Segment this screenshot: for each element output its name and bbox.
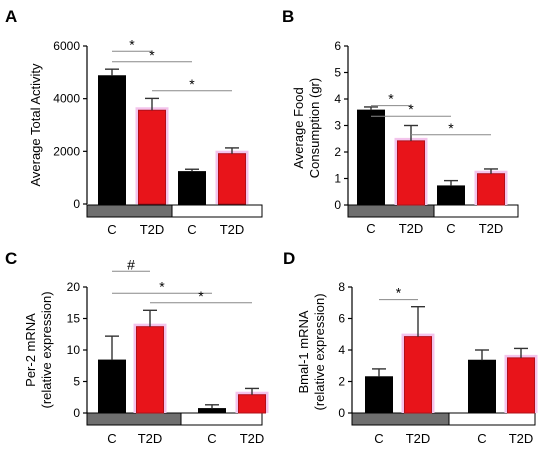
category-label: C	[366, 221, 375, 236]
category-label: C	[107, 431, 116, 446]
y-tick-label: 5	[334, 66, 341, 80]
significance-marker: *	[149, 47, 155, 63]
category-label: T2D	[479, 221, 504, 236]
group-bar-light	[171, 204, 263, 218]
y-tick-label: 5	[73, 375, 80, 389]
bar-c-2	[136, 326, 164, 414]
y-axis-label-line: Per-2 mRNA	[23, 313, 38, 387]
y-axis-label-line: (relative expression)	[39, 291, 54, 408]
panel-letter: A	[5, 7, 17, 26]
group-bar-dark	[347, 204, 435, 218]
y-tick-label: 0	[338, 406, 345, 420]
y-axis-label-line: Average Total Activity	[28, 63, 43, 187]
group-bar-dark	[86, 204, 173, 218]
y-axis-label: Average FoodConsumption (gr)	[291, 78, 322, 178]
significance-marker: *	[129, 36, 135, 52]
bar-a-3	[178, 171, 206, 205]
y-tick-label: 1	[334, 172, 341, 186]
y-axis-label-line: Average Food	[291, 87, 306, 168]
bar-d-4	[507, 357, 535, 414]
y-tick-label: 10	[67, 343, 81, 357]
bar-d-1	[365, 376, 393, 414]
panel-letter: D	[283, 249, 295, 268]
y-axis-label-line: Consumption (gr)	[307, 78, 322, 178]
bar-c-4	[238, 394, 266, 414]
bar-d-3	[468, 359, 496, 414]
group-bar-dark	[351, 412, 450, 426]
y-axis-label: Average Total Activity	[28, 63, 43, 187]
bar-b-2	[397, 140, 425, 206]
bar-b-3	[437, 185, 465, 206]
significance-marker: *	[388, 91, 394, 107]
y-tick-label: 8	[338, 280, 345, 294]
y-tick-label: 0	[73, 406, 80, 420]
y-tick-label: 2000	[53, 144, 80, 158]
category-label: T2D	[399, 221, 424, 236]
significance-marker: *	[159, 278, 165, 294]
bar-a-2	[138, 109, 166, 205]
y-tick-label: 0	[73, 197, 80, 211]
category-label: T2D	[509, 431, 534, 446]
significance-marker: *	[198, 288, 204, 304]
y-tick-label: 20	[67, 280, 81, 294]
significance-marker: *	[189, 76, 195, 92]
bar-a-1	[98, 75, 126, 205]
category-label: T2D	[140, 222, 165, 237]
significance-marker: *	[408, 101, 414, 117]
category-label: T2D	[220, 222, 245, 237]
chart-panel-d: D 0 2 4 6 8 Bmal-1 mRNA(relative expression) C T…	[283, 249, 538, 446]
category-label: T2D	[406, 431, 431, 446]
y-tick-label: 15	[67, 312, 81, 326]
chart-panel-b: B 0 1 2 3 4 5 6 Average FoodConsumption (gr) C T2D…	[282, 7, 519, 236]
bar-c-3	[198, 408, 226, 414]
category-label: C	[187, 222, 196, 237]
bar-d-2	[404, 336, 432, 414]
y-axis-label-line: Bmal-1 mRNA	[296, 310, 311, 393]
y-tick-label: 4	[338, 343, 345, 357]
category-label: C	[374, 431, 383, 446]
significance-marker: *	[448, 120, 454, 136]
significance-marker: *	[396, 285, 402, 301]
y-tick-label: 6	[334, 39, 341, 53]
category-label: T2D	[138, 431, 163, 446]
panel-letter: B	[282, 7, 294, 26]
significance-marker: #	[127, 256, 135, 272]
category-label: C	[446, 221, 455, 236]
y-tick-label: 3	[334, 119, 341, 133]
chart-panel-a: A 0 2000 4000 6000 Average Total Activity C T2D…	[5, 7, 263, 237]
category-label: C	[207, 431, 216, 446]
category-label: T2D	[240, 431, 265, 446]
y-tick-label: 4000	[53, 92, 80, 106]
y-tick-label: 6	[338, 312, 345, 326]
bar-b-1	[357, 109, 385, 206]
y-axis-label: Per-2 mRNA(relative expression)	[23, 291, 54, 408]
y-tick-label: 6000	[53, 39, 80, 53]
group-bar-light	[448, 412, 536, 426]
bar-a-4	[218, 153, 246, 205]
y-tick-label: 2	[338, 375, 345, 389]
bar-b-4	[477, 173, 505, 206]
y-tick-label: 0	[334, 198, 341, 212]
y-axis-label: Bmal-1 mRNA(relative expression)	[296, 293, 327, 410]
group-bar-light	[180, 412, 263, 426]
panel-letter: C	[5, 249, 17, 268]
y-tick-label: 4	[334, 92, 341, 106]
y-tick-label: 2	[334, 145, 341, 159]
category-label: C	[107, 222, 116, 237]
group-bar-light	[433, 204, 519, 218]
category-label: C	[477, 431, 486, 446]
bar-c-1	[98, 359, 126, 414]
y-axis-label-line: (relative expression)	[312, 293, 327, 410]
group-bar-dark	[86, 412, 182, 426]
chart-panel-c: C 0 5 10 15 20 Per-2 mRNA(relative expression)…	[5, 249, 269, 446]
